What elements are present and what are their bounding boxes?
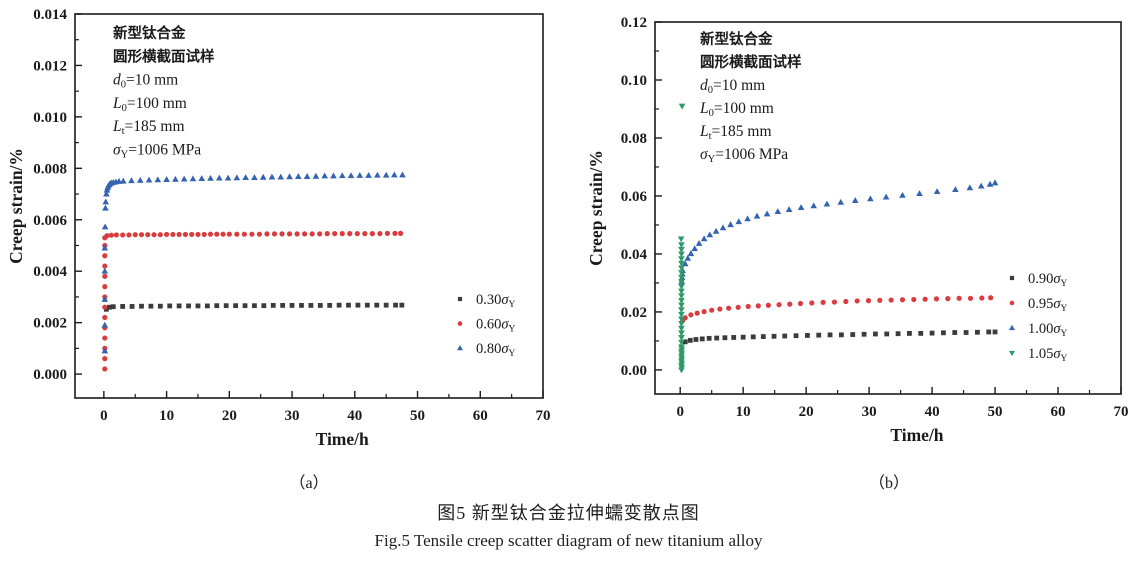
annotation-line: σY=1006 MPa — [113, 142, 201, 161]
panel-label: （a） — [289, 474, 328, 492]
y-tick-label: 0.00 — [621, 363, 647, 379]
legend: 0.90σY 0.95σY 1.00σY 1.05σY — [1009, 271, 1068, 364]
x-tick-label: 0 — [676, 404, 684, 420]
annotation-line: 圆形横截面试样 — [113, 47, 215, 65]
creep-scatter-charts-svg: 0 10 20 30 40 50 60 70Time/h0.0000.0020.0040.00… — [6, 7, 1129, 492]
x-tick-label: 60 — [473, 408, 488, 424]
caption-english: Fig.5 Tensile creep scatter diagram of n… — [374, 531, 763, 550]
y-axis-title: Creep strain/% — [586, 150, 606, 266]
annotation-line: Lt=185 mm — [699, 123, 772, 142]
annotation-line: σY=1006 MPa — [700, 146, 788, 165]
chart-panel-a: 0 10 20 30 40 50 60 70Time/h0.0000.0020.0040.00… — [6, 7, 551, 492]
x-tick-label: 50 — [988, 404, 1003, 420]
y-tick-label: 0.002 — [33, 316, 67, 332]
y-tick-label: 0.000 — [33, 367, 67, 383]
annotation-line: Lt=185 mm — [112, 118, 185, 137]
annotation-line: L0=100 mm — [112, 95, 187, 114]
caption-chinese: 图5 新型钛合金拉伸蠕变散点图 — [437, 503, 700, 523]
y-tick-label: 0.08 — [621, 131, 647, 147]
x-tick-label: 70 — [1114, 404, 1129, 420]
x-tick-label: 30 — [862, 404, 877, 420]
plot-frame — [74, 13, 544, 399]
legend-label: 0.60σY — [476, 317, 516, 335]
plot-frame — [654, 21, 1122, 395]
y-tick-label: 0.014 — [33, 7, 67, 23]
legend-label: 0.30σY — [476, 292, 516, 310]
x-tick-label: 20 — [799, 404, 814, 420]
x-tick-label: 40 — [925, 404, 940, 420]
y-tick-label: 0.008 — [33, 161, 67, 177]
x-tick-label: 60 — [1051, 404, 1066, 420]
chart-panel-b: 0 10 20 30 40 50 60 70Time/h0.000.020.040.060.0… — [586, 15, 1129, 492]
x-axis-title: Time/h — [890, 425, 943, 445]
legend-label: 1.00σY — [1028, 321, 1068, 339]
y-tick-label: 0.006 — [33, 213, 67, 229]
y-axis-title: Creep strain/% — [6, 148, 26, 264]
series-0.95-sigma-y — [680, 295, 994, 324]
x-tick-label: 50 — [410, 408, 425, 424]
series-0.90-sigma-y — [682, 329, 998, 345]
x-tick-label: 30 — [285, 408, 300, 424]
series-0.80-sigma-y — [101, 171, 406, 354]
y-tick-label: 0.12 — [621, 15, 647, 31]
y-tick-label: 0.04 — [621, 247, 648, 263]
x-tick-label: 10 — [159, 408, 174, 424]
y-axis: 0.000 0.002 0.004 0.006 0.008 0.010 0.012 0.014… — [6, 7, 82, 383]
x-tick-label: 10 — [736, 404, 751, 420]
x-axis-title: Time/h — [316, 429, 369, 449]
panel-label: （b） — [869, 474, 909, 492]
legend: 0.30σY 0.60σY 0.80σY — [457, 292, 516, 359]
y-tick-label: 0.02 — [621, 305, 647, 321]
y-tick-label: 0.004 — [33, 264, 67, 280]
legend-label: 0.95σY — [1028, 296, 1068, 314]
y-tick-label: 0.010 — [33, 110, 67, 126]
y-tick-label: 0.012 — [33, 58, 67, 74]
x-axis: 0 10 20 30 40 50 60 70 Time/h — [676, 387, 1129, 445]
series-0.60-sigma-y — [102, 230, 404, 372]
annotation-line: 新型钛合金 — [700, 30, 773, 48]
annotation-line: d0=10 mm — [700, 77, 765, 96]
annotation-line: d0=10 mm — [113, 72, 178, 91]
legend-label: 0.90σY — [1028, 271, 1068, 289]
series-1.05-sigma-y — [677, 103, 686, 374]
x-tick-label: 0 — [100, 408, 108, 424]
x-tick-label: 20 — [222, 408, 237, 424]
x-axis: 0 10 20 30 40 50 60 70 Time/h — [100, 391, 551, 449]
annotation-line: L0=100 mm — [699, 100, 774, 119]
annotation-line: 圆形横截面试样 — [700, 53, 802, 71]
legend-label: 0.80σY — [476, 341, 516, 359]
series-1.00-sigma-y — [678, 179, 999, 284]
legend-label: 1.05σY — [1028, 346, 1068, 364]
y-tick-label: 0.10 — [621, 73, 647, 89]
annotation-line: 新型钛合金 — [113, 24, 186, 42]
x-tick-label: 70 — [536, 408, 551, 424]
y-tick-label: 0.06 — [621, 189, 648, 205]
y-axis: 0.00 0.02 0.04 0.06 0.08 0.10 0.12 Creep strain… — [586, 15, 662, 379]
x-tick-label: 40 — [347, 408, 362, 424]
series-0.30-sigma-y — [103, 302, 405, 312]
